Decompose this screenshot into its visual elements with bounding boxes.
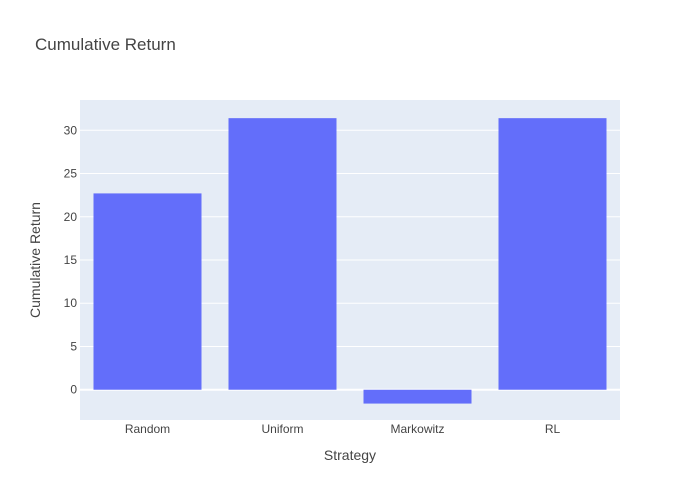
x-axis-title: Strategy <box>324 447 376 463</box>
y-tick-label: 5 <box>70 339 77 353</box>
y-tick-label: 15 <box>64 253 78 267</box>
bar-random[interactable] <box>93 193 202 390</box>
y-tick-label: 0 <box>70 383 77 397</box>
x-tick-labels: Random Uniform Markowitz RL <box>125 422 561 436</box>
y-tick-label: 20 <box>64 210 78 224</box>
x-tick-label: Markowitz <box>390 422 444 436</box>
y-tick-label: 25 <box>64 167 78 181</box>
bar-rl[interactable] <box>498 118 607 390</box>
y-tick-label: 10 <box>64 296 78 310</box>
x-tick-label: Random <box>125 422 170 436</box>
x-tick-label: Uniform <box>261 422 303 436</box>
bar-markowitz[interactable] <box>363 389 472 404</box>
bars <box>93 118 607 404</box>
y-tick-labels: 0 5 10 15 20 25 30 <box>64 123 78 396</box>
bar-uniform[interactable] <box>228 118 337 390</box>
x-tick-label: RL <box>545 422 561 436</box>
y-axis-title: Cumulative Return <box>27 202 43 318</box>
chart-title: Cumulative Return <box>35 35 176 54</box>
y-tick-label: 30 <box>64 123 78 137</box>
